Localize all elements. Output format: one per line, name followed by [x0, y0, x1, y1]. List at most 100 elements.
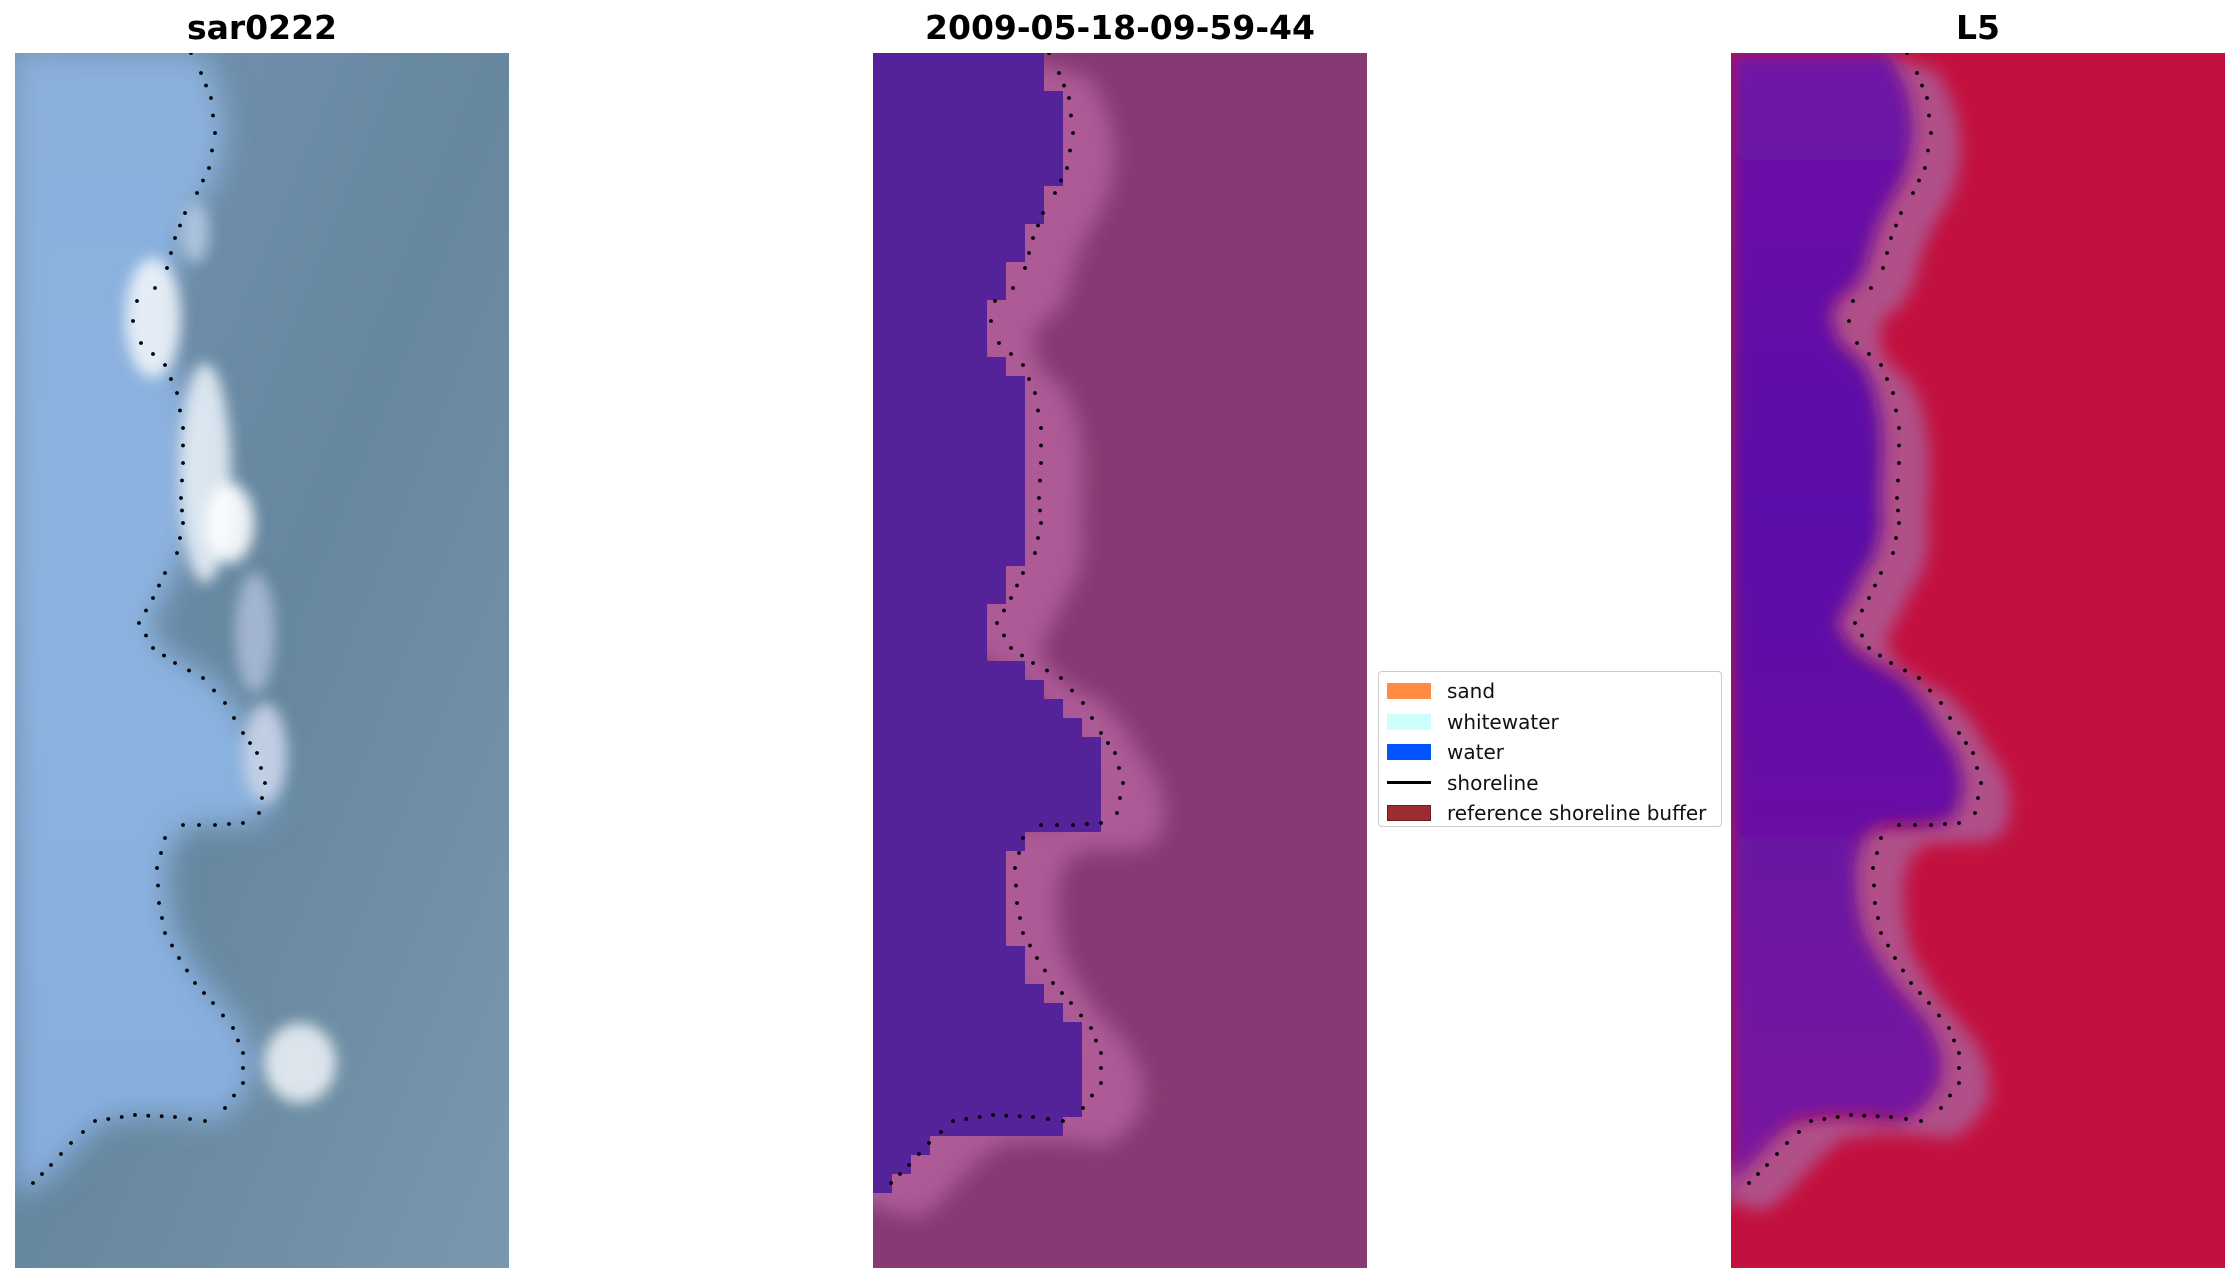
shoreline-point [927, 1141, 931, 1145]
shoreline-point [1905, 53, 1909, 55]
shoreline-point [1867, 646, 1871, 650]
shoreline-point [260, 796, 264, 800]
shoreline-point [1079, 1013, 1083, 1018]
legend-item-reference-buffer: reference shoreline buffer [1387, 798, 1713, 829]
shoreline-point [1918, 991, 1922, 995]
shoreline-point [977, 1115, 982, 1119]
legend-label-whitewater: whitewater [1447, 709, 1559, 734]
shoreline-point [177, 956, 181, 960]
shoreline-point [189, 53, 193, 55]
shoreline-point [1099, 1051, 1103, 1055]
shoreline-point [889, 1181, 893, 1185]
shoreline-point [1917, 178, 1921, 183]
shoreline-point [1901, 968, 1905, 973]
shoreline-point [153, 286, 157, 290]
shoreline-point [1018, 916, 1022, 920]
shoreline-point [1039, 426, 1043, 430]
shoreline-point [223, 701, 227, 705]
shoreline-point [1867, 352, 1871, 356]
shoreline-point [209, 96, 213, 100]
shoreline-point [1894, 223, 1898, 228]
shoreline-point [1089, 1026, 1093, 1030]
shoreline-point [1038, 478, 1042, 483]
legend-item-sand: sand [1387, 676, 1713, 707]
shoreline-point [213, 823, 217, 827]
shoreline-point [1879, 363, 1883, 367]
shoreline-point [1036, 536, 1040, 540]
shoreline-point [160, 916, 164, 920]
shoreline-point [162, 653, 166, 658]
shoreline-point [179, 496, 183, 500]
shoreline-point [1033, 551, 1037, 555]
shoreline-point [202, 991, 206, 995]
shoreline-point [1069, 113, 1073, 118]
shoreline-point [1822, 1117, 1827, 1121]
shoreline-point [991, 1113, 995, 1117]
shoreline-point [221, 1013, 225, 1018]
shoreline-point [188, 1117, 192, 1121]
shoreline-point [1756, 1172, 1760, 1176]
shoreline-point [1878, 653, 1882, 658]
shoreline-point [1927, 113, 1931, 118]
shoreline-point [1060, 991, 1064, 995]
shoreline-point [144, 608, 148, 613]
shoreline-point [1099, 1081, 1103, 1085]
shoreline-point [1002, 633, 1006, 638]
shoreline-point [1875, 851, 1879, 855]
shoreline-point [1090, 1093, 1094, 1098]
shoreline-point [106, 1117, 111, 1121]
shoreline-point [193, 981, 197, 985]
shoreline-point [1897, 461, 1901, 465]
shoreline-point [1979, 781, 1983, 785]
sand-swatch [1387, 683, 1431, 700]
shoreline-point [1021, 363, 1025, 367]
shoreline-point [1957, 1051, 1961, 1055]
shoreline-point [1039, 521, 1043, 525]
shoreline-line-swatch [1387, 781, 1431, 785]
shoreline-point [236, 1038, 240, 1043]
shoreline-point [211, 1001, 215, 1005]
shoreline-point [232, 716, 236, 720]
shoreline-point [1775, 1152, 1779, 1156]
shoreline-point [917, 1152, 921, 1156]
water-swatch [1387, 744, 1431, 761]
shoreline-point [1069, 1001, 1073, 1005]
shoreline-point [178, 536, 182, 540]
shoreline-point [1046, 1117, 1050, 1121]
shoreline-point [1036, 223, 1040, 228]
shoreline-point [1011, 286, 1015, 290]
shoreline-point [155, 866, 159, 870]
shoreline-point [1071, 823, 1075, 827]
shoreline-point [1952, 1038, 1956, 1043]
shoreline-point [181, 521, 185, 525]
shoreline-point [1013, 866, 1017, 870]
shoreline-point [211, 113, 215, 118]
shoreline-point [139, 341, 143, 345]
shoreline-point [241, 1066, 245, 1070]
shoreline-point [163, 363, 167, 367]
shoreline-point [1891, 551, 1895, 555]
shoreline-point [1915, 71, 1919, 75]
shoreline-point [1851, 299, 1855, 303]
shoreline-point [1862, 1113, 1867, 1118]
shoreline-point [1004, 1113, 1009, 1118]
shoreline-point [1973, 811, 1977, 815]
panel-title-classification: 2009-05-18-09-59-44 [925, 8, 1315, 47]
shoreline-point [159, 851, 163, 855]
shoreline-point [81, 1130, 85, 1134]
shoreline-point [1920, 83, 1924, 88]
shoreline-point [1895, 496, 1899, 500]
shoreline-point [187, 668, 191, 673]
shoreline-point [241, 1081, 245, 1085]
legend-label-water: water [1447, 740, 1504, 765]
shoreline-point [255, 751, 259, 755]
shoreline-point [1027, 377, 1031, 381]
shoreline-point [1939, 701, 1943, 705]
shoreline-point [1897, 426, 1901, 430]
shoreline-point [241, 731, 245, 735]
shoreline-point [1081, 1106, 1085, 1110]
shoreline-point [210, 148, 214, 153]
shoreline-point [173, 1115, 177, 1119]
index-image [1731, 53, 2225, 1268]
shoreline-point [151, 646, 155, 650]
